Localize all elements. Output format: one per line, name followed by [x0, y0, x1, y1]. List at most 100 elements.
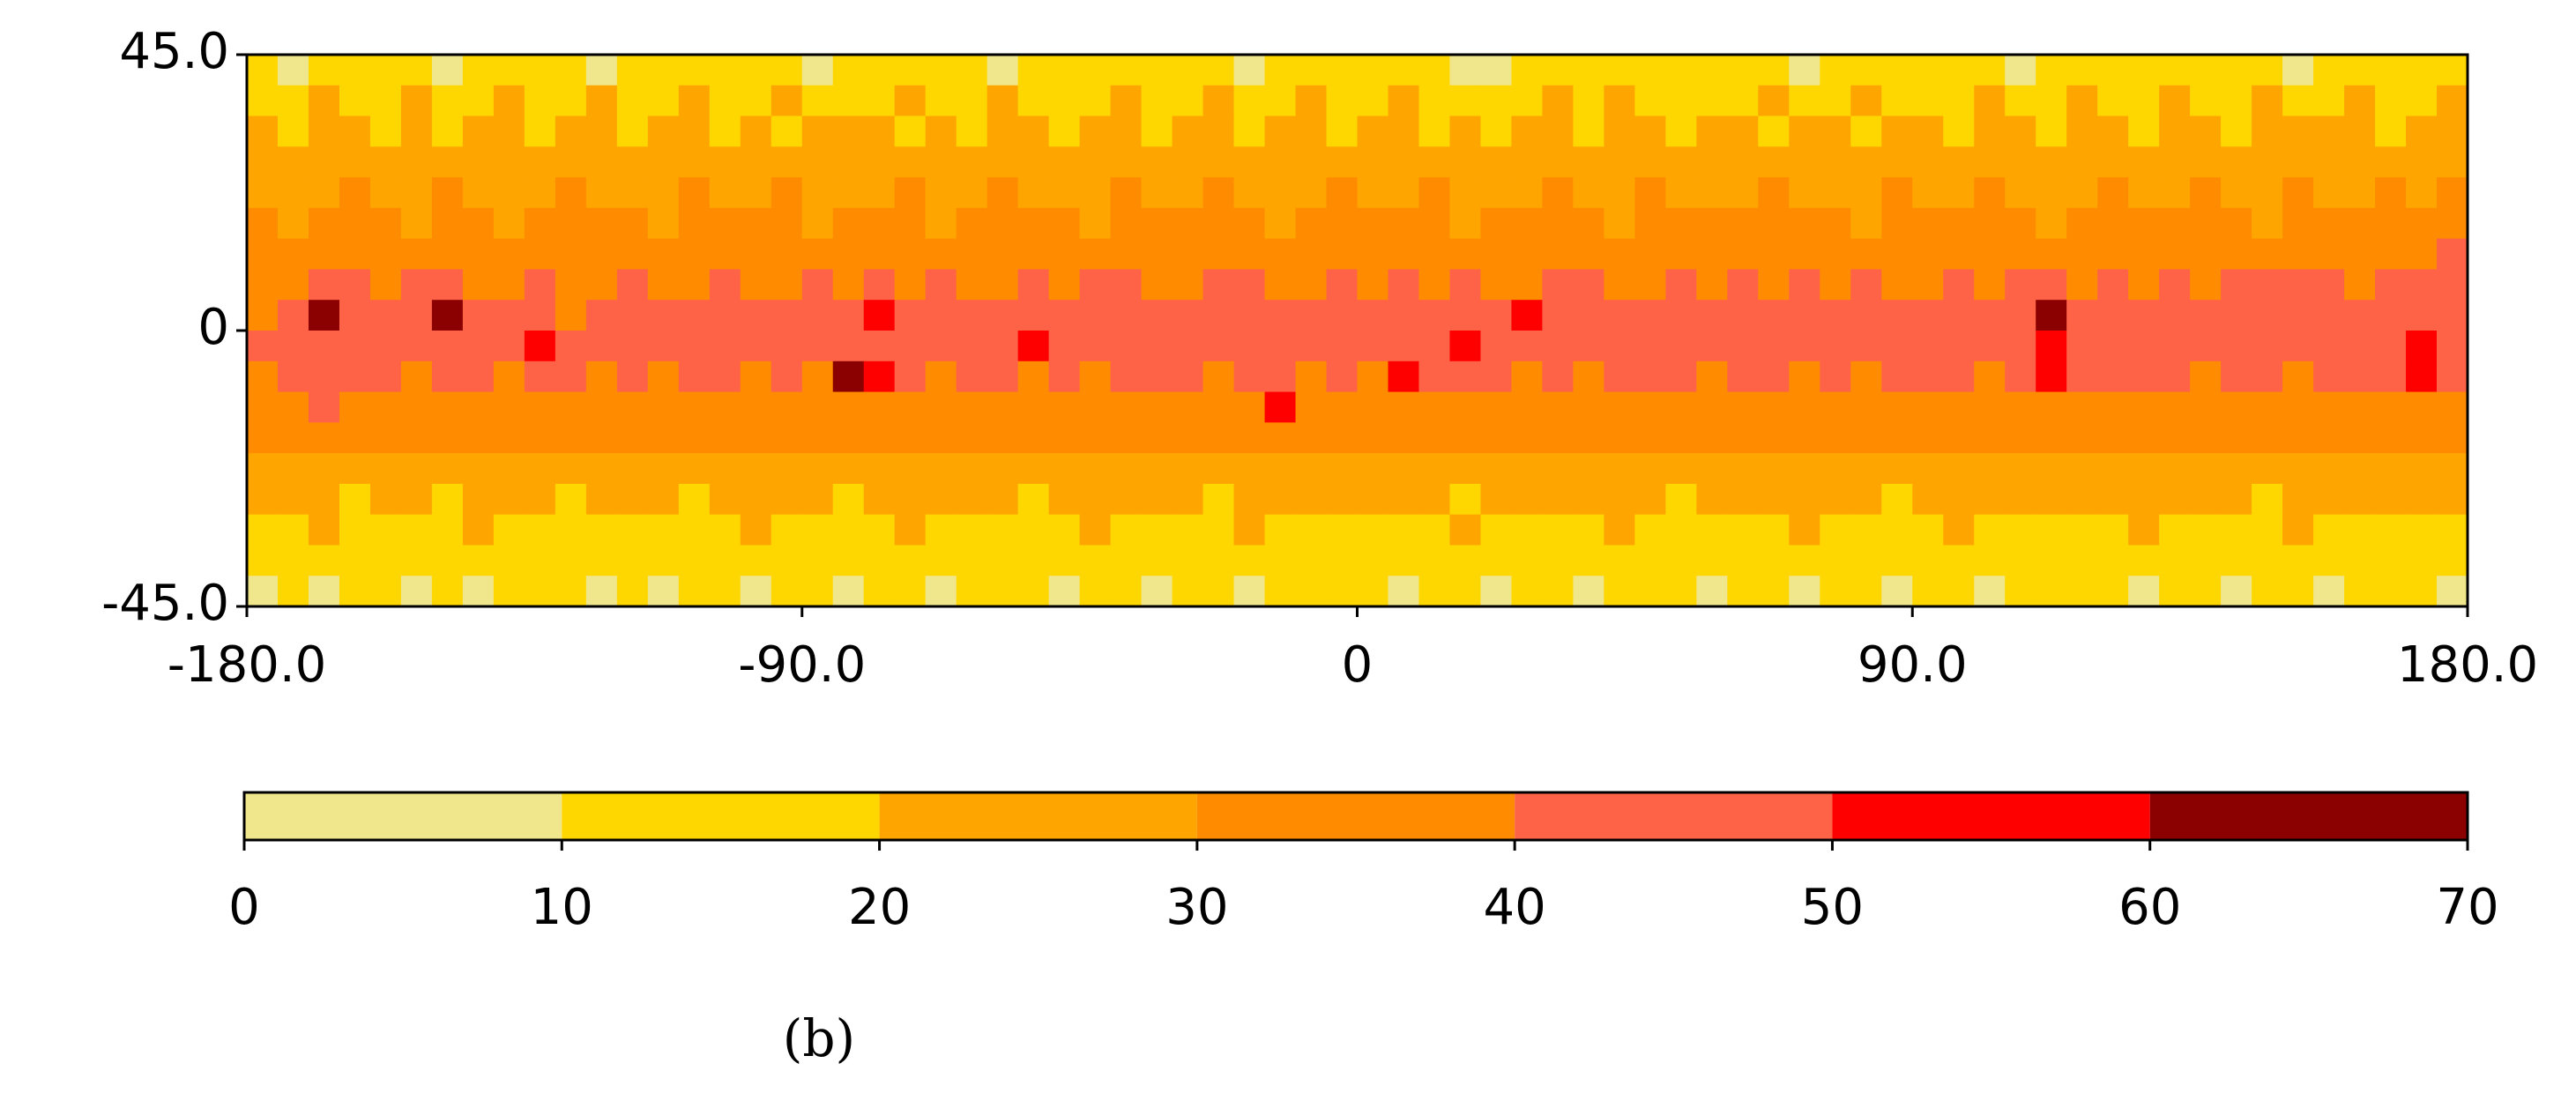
heat-cell	[524, 545, 556, 576]
heat-cell	[616, 207, 649, 240]
heat-cell	[1172, 146, 1204, 178]
heat-cell	[647, 422, 680, 454]
heat-cell	[956, 483, 988, 516]
heat-cell	[1727, 269, 1759, 301]
heat-cell	[2005, 207, 2036, 240]
heat-cell	[2375, 85, 2407, 117]
heat-cell	[956, 514, 988, 546]
heat-cell	[1820, 331, 1851, 362]
heat-cell	[1141, 453, 1173, 485]
heat-cell	[1912, 422, 1944, 454]
heat-cell	[863, 514, 896, 546]
heat-cell	[740, 331, 772, 362]
heat-cell	[1665, 331, 1697, 362]
heat-cell	[1418, 453, 1451, 485]
heat-cell	[2066, 483, 2098, 516]
x-tick-label: -90.0	[738, 636, 866, 694]
heat-cell	[1912, 453, 1944, 485]
heat-cell	[1789, 391, 1820, 423]
heat-cell	[1048, 177, 1081, 209]
heat-cell	[832, 514, 865, 546]
heat-cell	[1172, 269, 1204, 301]
heat-cell	[771, 576, 803, 607]
heat-cell	[801, 576, 834, 607]
heat-cell	[1079, 238, 1112, 271]
heat-cell	[1110, 483, 1143, 516]
heat-cell	[2221, 85, 2252, 117]
heat-cell	[1604, 300, 1635, 331]
heat-cell	[1511, 391, 1544, 423]
heat-cell	[709, 545, 741, 576]
heat-cell	[1418, 514, 1451, 546]
heat-cell	[1017, 545, 1050, 576]
heat-cell	[431, 85, 464, 117]
heat-cell	[1141, 269, 1173, 301]
heat-cell	[1079, 177, 1112, 209]
heat-cell	[2344, 545, 2376, 576]
heat-cell	[2190, 300, 2222, 331]
heat-cell	[308, 422, 340, 454]
heat-cell	[277, 269, 309, 301]
heat-cell	[925, 55, 957, 86]
heat-cell	[956, 545, 988, 576]
heat-cell	[2313, 55, 2345, 86]
heat-cell	[832, 269, 865, 301]
heat-cell	[1820, 422, 1851, 454]
heat-cell	[1388, 300, 1420, 331]
heat-cell	[339, 55, 371, 86]
heat-cell	[1110, 146, 1143, 178]
heat-cell	[339, 85, 371, 117]
heat-cell	[247, 391, 279, 423]
heat-cell	[277, 422, 309, 454]
heat-cell	[2252, 576, 2283, 607]
heat-cell	[524, 576, 556, 607]
heat-cell	[863, 576, 896, 607]
heat-cell	[247, 361, 279, 393]
heat-cell	[1789, 300, 1820, 331]
heat-cell	[1573, 146, 1604, 178]
heat-cell	[2036, 177, 2067, 209]
heat-cell	[678, 207, 711, 240]
heat-cell	[1264, 238, 1297, 271]
heat-cell	[1604, 545, 1635, 576]
heat-cell	[1820, 514, 1851, 546]
heat-cell	[1449, 85, 1482, 117]
heat-cell	[1789, 85, 1820, 117]
heat-cell	[1233, 207, 1266, 240]
heat-cell	[709, 300, 741, 331]
heat-cell	[462, 331, 495, 362]
heat-cell	[585, 300, 618, 331]
heat-cell	[1357, 576, 1389, 607]
heat-cell	[1264, 269, 1297, 301]
heat-cell	[2313, 545, 2345, 576]
heat-cell	[555, 115, 587, 147]
heat-cell	[1418, 207, 1451, 240]
colorbar-tick-label: 70	[2436, 879, 2498, 936]
heat-cell	[2066, 453, 2098, 485]
heat-cell	[247, 545, 279, 576]
heat-cell	[771, 85, 803, 117]
heat-cell	[678, 422, 711, 454]
heat-cell	[1758, 331, 1790, 362]
heat-cell	[925, 269, 957, 301]
heat-cell	[2128, 361, 2160, 393]
heat-cell	[1912, 391, 1944, 423]
heat-cell	[709, 85, 741, 117]
heat-cell	[771, 422, 803, 454]
heat-cell	[1264, 361, 1297, 393]
heat-cell	[2159, 361, 2191, 393]
y-tick-label: -45.0	[101, 575, 229, 632]
heat-cell	[1789, 55, 1820, 86]
heat-cell	[1418, 85, 1451, 117]
heat-cell	[801, 422, 834, 454]
heat-cell	[1017, 422, 1050, 454]
heat-cell	[1172, 115, 1204, 147]
heat-cell	[2221, 453, 2252, 485]
heat-cell	[2190, 361, 2222, 393]
heat-cell	[1881, 177, 1913, 209]
heat-cell	[1542, 331, 1575, 362]
heat-cell	[1017, 300, 1050, 331]
heat-cell	[801, 453, 834, 485]
heat-cell	[493, 514, 525, 546]
heat-cell	[2375, 483, 2407, 516]
